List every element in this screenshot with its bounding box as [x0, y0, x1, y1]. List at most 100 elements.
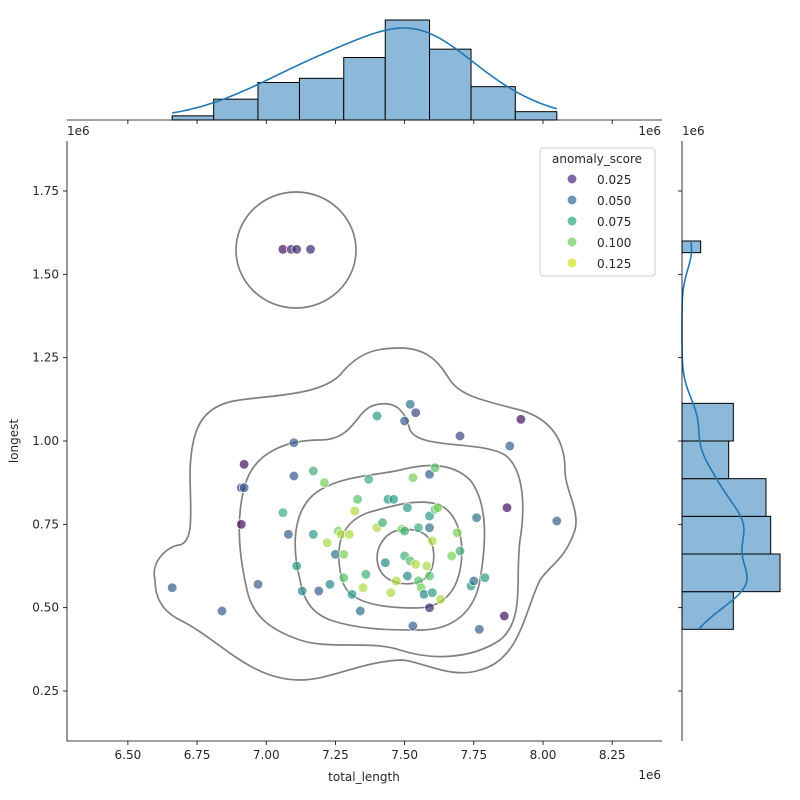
x-histogram-bar	[257, 82, 300, 121]
x-histogram-bar	[343, 57, 386, 121]
scatter-point	[405, 399, 416, 410]
y-histogram-offset-label: 1e6	[682, 124, 705, 138]
x-tick-label: 8.00	[530, 748, 557, 762]
x-tick-label: 6.50	[115, 748, 142, 762]
scatter-point	[380, 557, 391, 568]
scatter-point	[424, 602, 435, 613]
marginal-x-histogram: 1e6 1e6	[67, 19, 662, 138]
scatter-point	[424, 510, 435, 522]
scatter-point	[238, 482, 250, 493]
scatter-point	[432, 502, 443, 513]
scatter-point	[504, 440, 515, 452]
scatter-point	[338, 549, 349, 560]
scatter-point	[349, 505, 360, 517]
scatter-point	[468, 575, 479, 587]
contour-upper-cluster	[235, 191, 357, 309]
y-histogram-bar	[681, 402, 734, 442]
scatter-point	[324, 579, 336, 590]
scatter-point	[357, 582, 369, 593]
scatter-point	[344, 529, 355, 540]
legend-label: 0.025	[597, 173, 631, 187]
legend-marker	[566, 236, 578, 248]
y-tick-label: 0.50	[32, 601, 59, 615]
scatter-point	[216, 605, 228, 617]
legend-label: 0.075	[597, 215, 631, 229]
x-tick-label: 7.50	[391, 748, 418, 762]
x-tick-label: 7.25	[322, 748, 349, 762]
scatter-point	[321, 537, 333, 548]
y-tick-label: 1.75	[32, 184, 59, 198]
scatter-point	[305, 244, 316, 255]
scatter-point	[346, 589, 358, 600]
scatter-point	[338, 572, 349, 583]
scatter-point	[308, 529, 319, 540]
scatter-point	[385, 587, 396, 598]
x-kde-curve	[172, 27, 558, 114]
scatter-point	[377, 517, 388, 528]
scatter-point	[371, 410, 383, 422]
scatter-point	[424, 469, 435, 480]
scatter-point	[167, 582, 178, 593]
scatter-point	[410, 407, 421, 418]
y-tick-label: 1.00	[32, 434, 59, 448]
scatter-point	[360, 569, 372, 580]
density-contours	[153, 191, 577, 681]
scatter-point	[474, 624, 485, 635]
x-tick-label: 7.00	[253, 748, 280, 762]
scatter-point	[454, 430, 466, 442]
y-histogram-ticks	[678, 190, 682, 692]
x-axis-offset-label: 1e6	[638, 768, 661, 782]
scatter-point	[238, 459, 250, 470]
legend-label: 0.125	[597, 257, 631, 271]
scatter-point	[501, 502, 513, 513]
y-axis-ticks: 0.25 0.50 0.75 1.00 1.25 1.50 1.75	[32, 184, 67, 698]
scatter-point	[252, 579, 264, 590]
y-histogram-bar	[681, 553, 781, 593]
scatter-point	[446, 550, 457, 562]
scatter-point	[288, 470, 300, 482]
scatter-point	[454, 545, 466, 557]
joint-axes: 6.50 6.75 7.00 7.25 7.50 7.75 8.00 8.25 0.25 0.5…	[7, 141, 662, 784]
scatter-point	[402, 570, 413, 582]
legend-entries: 0.025 0.050 0.075 0.100 0.125	[566, 173, 631, 271]
scatter-point	[288, 437, 300, 448]
scatter-point	[277, 507, 289, 518]
scatter-point	[418, 589, 430, 600]
scatter-point	[452, 527, 463, 538]
x-histogram-bar	[384, 19, 431, 121]
marginal-y-histogram: 1e6	[678, 124, 781, 741]
legend-marker	[566, 215, 578, 227]
scatter-point	[435, 594, 446, 605]
scatter-point	[363, 474, 374, 485]
scatter-point	[402, 502, 413, 513]
x-axis-ticks: 6.50 6.75 7.00 7.25 7.50 7.75 8.00 8.25	[115, 741, 626, 762]
scatter-point	[399, 525, 410, 537]
scatter-point	[355, 605, 366, 617]
x-histogram-ticks	[127, 120, 613, 124]
scatter-point	[515, 414, 527, 425]
scatter-point	[471, 512, 482, 523]
contour-level-3	[294, 464, 486, 631]
legend-title: anomaly_score	[552, 152, 642, 166]
contour-level-1	[153, 347, 577, 681]
contour-level-2	[238, 402, 524, 658]
x-histogram-bar	[171, 115, 215, 121]
scatter-point	[313, 585, 324, 597]
scatter-point	[352, 494, 363, 505]
scatter-point	[308, 465, 319, 477]
legend-marker	[566, 173, 578, 185]
scatter-point	[429, 462, 441, 473]
scatter-point	[421, 560, 432, 572]
scatter-point	[424, 570, 435, 582]
y-histogram-bar	[681, 515, 772, 555]
x-histogram-bars	[171, 19, 558, 121]
y-tick-label: 0.75	[32, 517, 59, 531]
x-tick-label: 6.75	[184, 748, 211, 762]
x-histogram-bar	[470, 86, 516, 121]
scatter-point	[479, 572, 491, 583]
x-tick-label: 7.75	[460, 748, 487, 762]
y-tick-label: 1.50	[32, 267, 59, 281]
scatter-point	[407, 472, 419, 483]
legend-marker	[566, 257, 578, 269]
